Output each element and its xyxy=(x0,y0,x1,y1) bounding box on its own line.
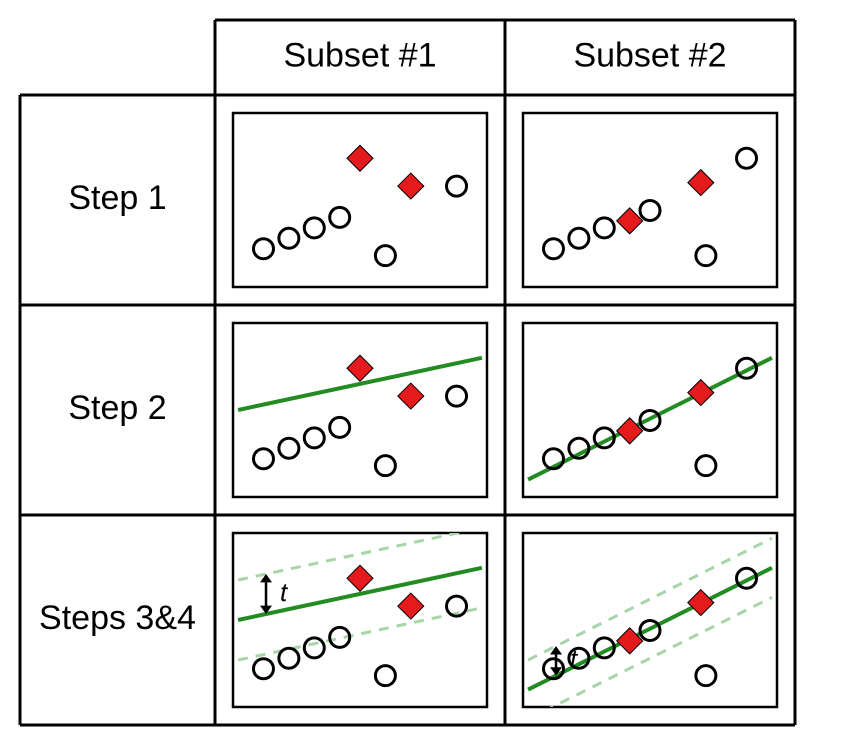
col-header-1: Subset #1 xyxy=(283,36,436,74)
row-label-2: Step 2 xyxy=(68,389,166,427)
col-header-2: Subset #2 xyxy=(573,36,726,74)
row-label-3: Steps 3&4 xyxy=(39,599,196,637)
row-label-1: Step 1 xyxy=(68,179,166,217)
